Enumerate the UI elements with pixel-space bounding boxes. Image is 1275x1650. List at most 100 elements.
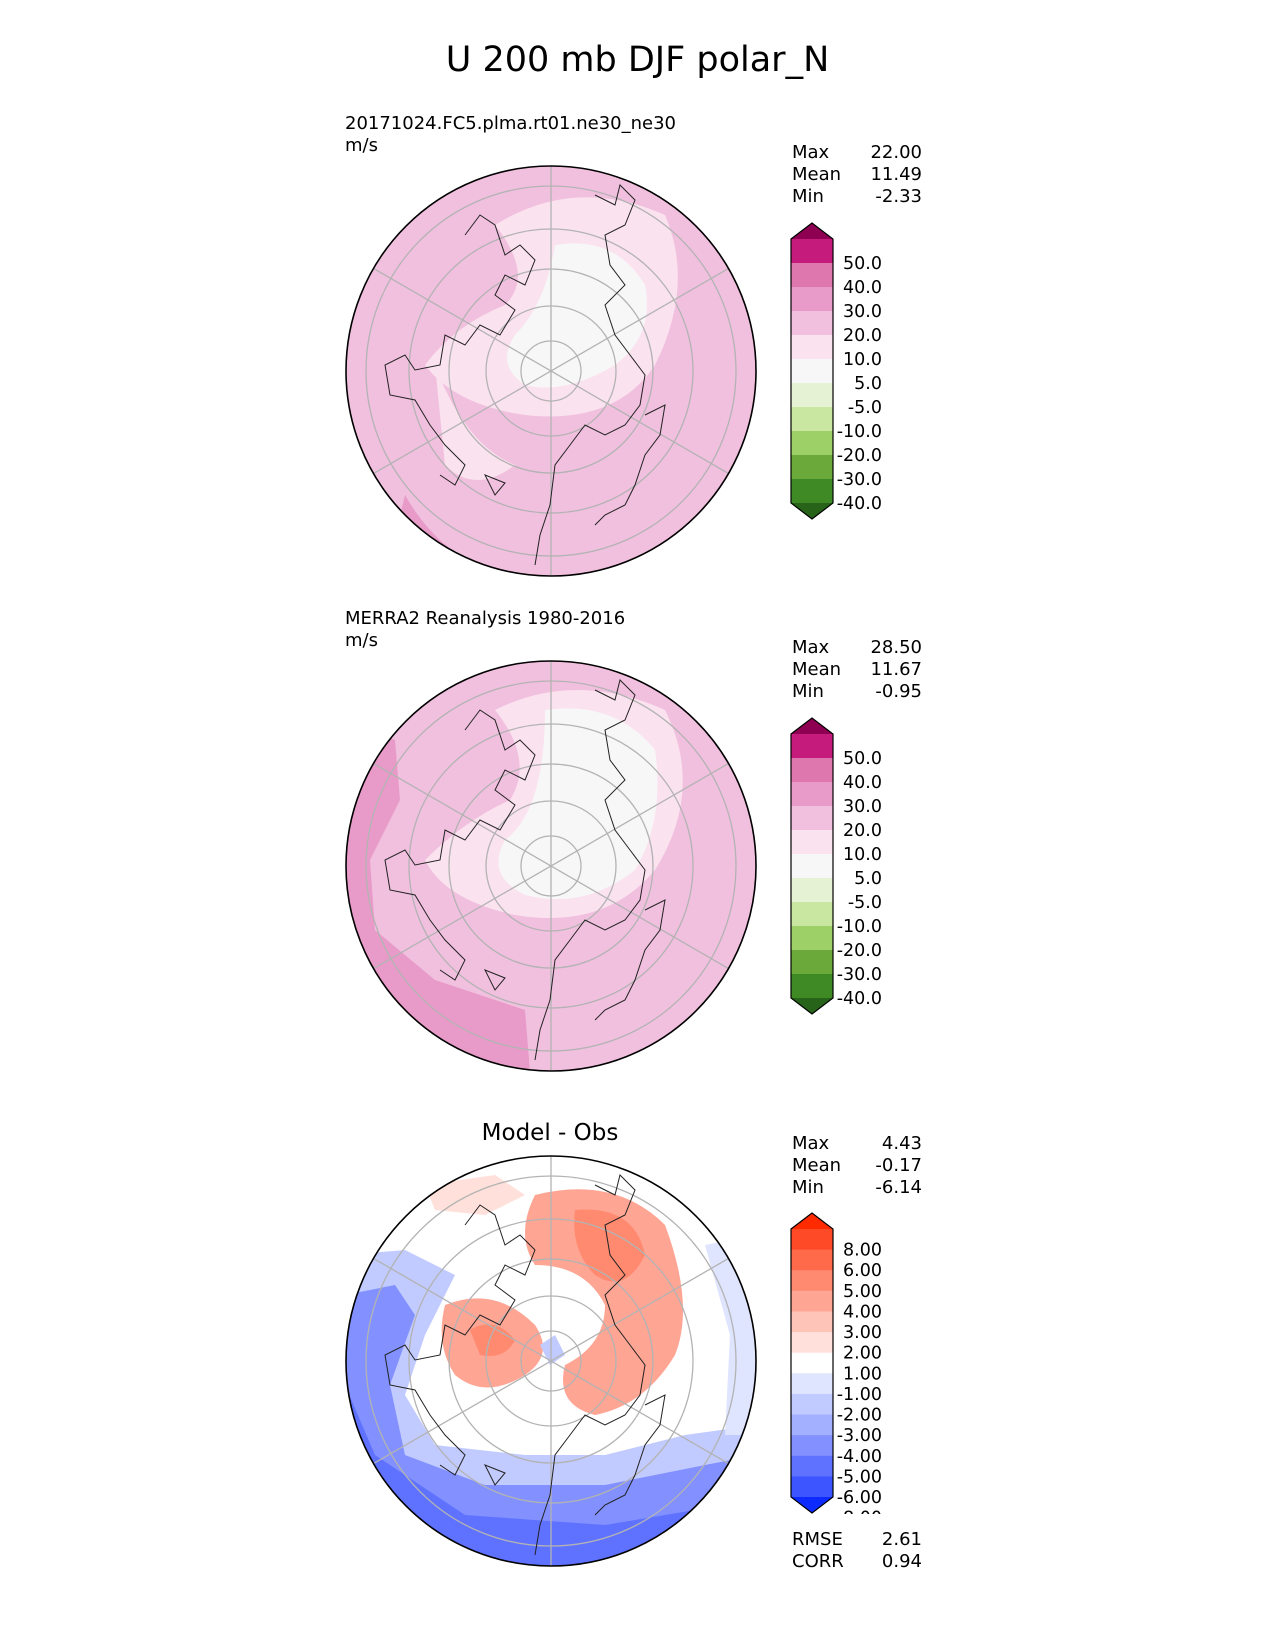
colorbar-segment — [791, 455, 833, 480]
colorbar-tick-label: -5.0 — [848, 893, 882, 913]
panel2-title: MERRA2 Reanalysis 1980-2016 — [345, 608, 626, 629]
stat-value: -6.14 — [875, 1177, 922, 1198]
colorbar-tick-label: -2.00 — [837, 1406, 882, 1426]
colorbar-tick-label: 40.0 — [843, 773, 882, 793]
colorbar-segment — [791, 1393, 833, 1416]
colorbar-segment — [791, 383, 833, 408]
stat-value: -0.17 — [875, 1155, 922, 1176]
colorbar-tick-label: -6.00 — [837, 1488, 882, 1508]
stat-value: 4.43 — [881, 1133, 922, 1154]
colorbar-tick-label: 20.0 — [843, 326, 882, 346]
colorbar-segment — [791, 1290, 833, 1312]
stat-value: 11.67 — [870, 659, 922, 680]
colorbar-segment — [791, 734, 833, 759]
colorbar-segment — [791, 1373, 833, 1395]
colorbar-segment — [791, 1311, 833, 1333]
colorbar-tick-label: -8.00 — [837, 1509, 882, 1514]
colorbar-tick-label: 10.0 — [843, 845, 882, 865]
colorbar-tick-label: -50.0 — [837, 1013, 882, 1015]
colorbar-tick-label: 10.0 — [843, 350, 882, 370]
colorbar-segment — [791, 1476, 833, 1498]
panel3-title: Model - Obs — [481, 1120, 619, 1146]
colorbar-segment — [791, 1332, 833, 1354]
panel1-title: 20171024.FC5.plma.rt01.ne30_ne30 — [345, 113, 677, 134]
colorbar-tick-label: 30.0 — [843, 797, 882, 817]
colorbar-tick-label: -5.00 — [837, 1467, 882, 1487]
colorbar-segment — [791, 1270, 833, 1292]
colorbar-tick-label: 6.00 — [843, 1261, 882, 1281]
colorbar-tick-label: 5.0 — [854, 869, 882, 889]
colorbar-tick-label: -20.0 — [837, 446, 882, 466]
stat-value: 22.00 — [870, 142, 922, 163]
stat-label: Max — [792, 637, 830, 658]
colorbar-segment — [791, 854, 833, 879]
colorbar-tick-label: 2.00 — [843, 1344, 882, 1364]
colorbar-tick-label: 4.00 — [843, 1302, 882, 1322]
colorbar-extend-min — [791, 1497, 833, 1513]
panel1-colorbar: 50.0 40.0 30.0 20.0 10.0 5.0 -5.0 -10.0 -20.0 -30… — [790, 222, 882, 520]
colorbar-segment — [791, 974, 833, 999]
colorbar-extend-max — [791, 223, 833, 239]
colorbar-segment — [791, 263, 833, 288]
colorbar-segment — [791, 830, 833, 855]
colorbar-tick-label: -30.0 — [837, 470, 882, 490]
colorbar-tick-label: 5.00 — [843, 1282, 882, 1302]
stat-value: -0.95 — [875, 681, 922, 702]
panel3-colorbar: 8.006.005.004.003.002.001.00-1.00-2.00-3… — [790, 1212, 882, 1514]
colorbar-tick-label: 1.00 — [843, 1364, 882, 1384]
colorbar-segment — [791, 407, 833, 432]
colorbar-extend-min — [791, 998, 833, 1014]
colorbar-segment — [791, 902, 833, 927]
stat-label: Min — [792, 1177, 824, 1198]
colorbar-tick-label: 20.0 — [843, 821, 882, 841]
stat-label: Max — [792, 142, 830, 163]
stat-label: Mean — [792, 164, 842, 185]
colorbar-segment — [791, 239, 833, 264]
colorbar-segment — [791, 311, 833, 336]
colorbar-tick-label: -5.0 — [848, 398, 882, 418]
colorbar-tick-label: 3.00 — [843, 1323, 882, 1343]
colorbar-tick-label: 30.0 — [843, 302, 882, 322]
colorbar-segment — [791, 335, 833, 360]
panel2-colorbar: 50.0 40.0 30.0 20.0 10.0 5.0 -5.0 -10.0 -20.0 -30… — [790, 717, 882, 1015]
colorbar-tick-label: -20.0 — [837, 941, 882, 961]
colorbar-outline — [790, 222, 834, 520]
panel3-polar-map — [345, 1155, 757, 1567]
panel3-stats: Max 4.43 Mean -0.17 Min -6.14 — [792, 1133, 922, 1199]
colorbar-tick-label: -3.00 — [837, 1426, 882, 1446]
colorbar-tick-label: -1.00 — [837, 1385, 882, 1405]
colorbar-segment — [791, 1455, 833, 1477]
colorbar-segment — [791, 782, 833, 807]
stat-label: Min — [792, 681, 824, 702]
colorbar-segment — [791, 758, 833, 783]
stat-label: RMSE — [792, 1529, 843, 1550]
stat-value: -2.33 — [875, 186, 922, 207]
figure-title: U 200 mb DJF polar_N — [445, 40, 830, 80]
colorbar-segment — [791, 950, 833, 975]
stat-value: 2.61 — [881, 1529, 922, 1550]
colorbar-segment — [791, 1414, 833, 1436]
stat-label: Max — [792, 1133, 830, 1154]
panel1-polar-map — [345, 165, 757, 577]
colorbar-extend-max — [791, 718, 833, 734]
colorbar-segment — [791, 926, 833, 951]
colorbar-tick-label: -40.0 — [837, 494, 882, 514]
stat-label: Min — [792, 186, 824, 207]
colorbar-tick-label: -40.0 — [837, 989, 882, 1009]
stat-value: 28.50 — [870, 637, 922, 658]
colorbar-tick-label: -4.00 — [837, 1447, 882, 1467]
colorbar-outline — [790, 717, 834, 1015]
panel2-stats: Max 28.50 Mean 11.67 Min -0.95 — [792, 637, 922, 703]
panel2-units: m/s — [345, 630, 378, 651]
colorbar-extend-min — [791, 503, 833, 519]
colorbar-tick-label: -10.0 — [837, 917, 882, 937]
colorbar-tick-label: 5.0 — [854, 374, 882, 394]
colorbar-segment — [791, 431, 833, 456]
colorbar-extend-max — [791, 1213, 833, 1229]
colorbar-outline — [790, 1212, 834, 1514]
colorbar-segment — [791, 806, 833, 831]
panel1-units: m/s — [345, 135, 378, 156]
stat-label: Mean — [792, 1155, 842, 1176]
colorbar-tick-label: 50.0 — [843, 254, 882, 274]
colorbar-tick-label: 8.00 — [843, 1241, 882, 1261]
